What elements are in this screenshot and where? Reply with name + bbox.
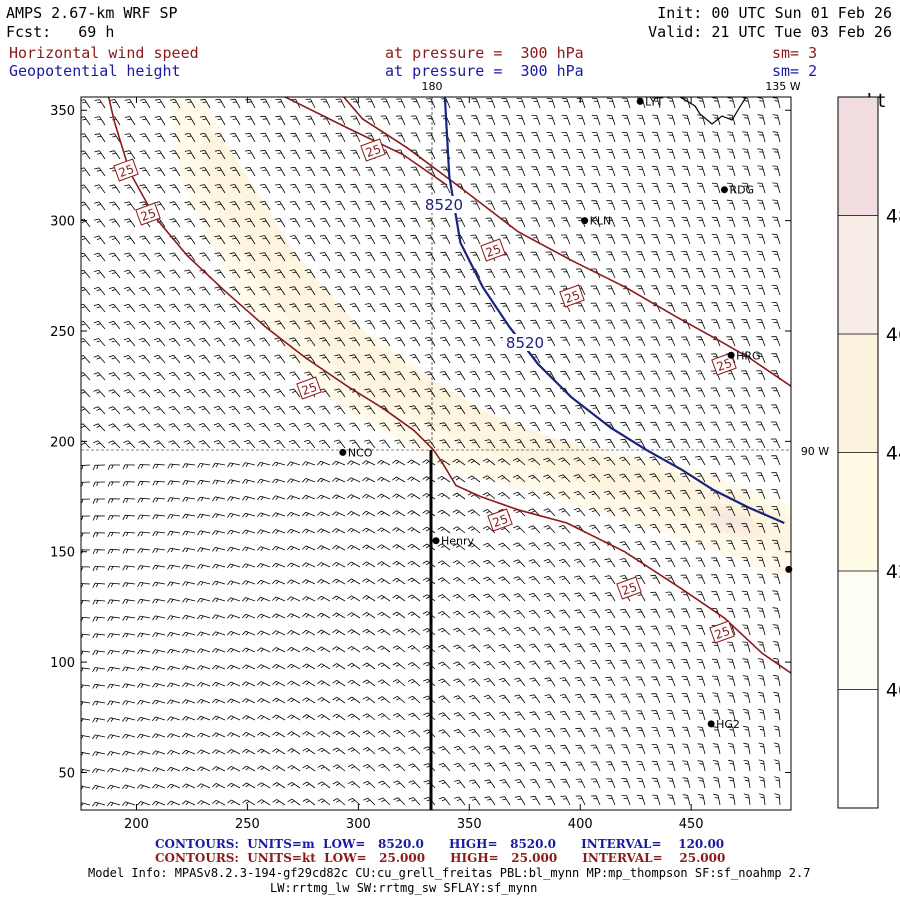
y-tick-label: 350 xyxy=(50,104,75,119)
speed-label: 25 xyxy=(300,380,319,398)
colorbar-label: 44 xyxy=(886,443,900,465)
wind-barb-field xyxy=(81,97,781,807)
colorbar-label: 46 xyxy=(886,324,900,346)
footer-low: LOW= 8520.0 xyxy=(323,837,424,851)
station-dot xyxy=(720,186,728,194)
wind-barbs xyxy=(81,97,781,807)
colorbar-label: 42 xyxy=(886,561,900,583)
model-info-line2: LW:rrtmg_lw SW:rrtmg_sw SFLAY:sf_mynn xyxy=(270,881,538,895)
footer-interval: INTERVAL= 25.000 xyxy=(582,851,726,865)
footer-low: LOW= 25.000 xyxy=(324,851,426,865)
colorbar-band xyxy=(838,452,878,571)
lon-label-180: 180 xyxy=(422,80,443,93)
station-label: LYT xyxy=(645,95,663,108)
wind-speed-shading xyxy=(170,100,791,580)
height-contours xyxy=(443,97,785,525)
speed-label: 25 xyxy=(139,206,158,224)
speed-label: 25 xyxy=(563,288,582,306)
x-tick-label: 300 xyxy=(346,817,371,832)
x-tick-label: 350 xyxy=(457,817,482,832)
y-tick-label: 100 xyxy=(50,656,75,671)
height-label: 8520 xyxy=(506,334,544,352)
speed-label: 25 xyxy=(713,624,732,642)
station-label: KLN xyxy=(590,215,612,228)
init-time: Init: 00 UTC Sun 01 Feb 26 xyxy=(657,4,892,22)
colorbar-label: 40 xyxy=(886,680,900,702)
forecast-hour: Fcst: 69 h xyxy=(6,23,115,41)
station-dot xyxy=(707,720,715,728)
valid-time: Valid: 21 UTC Tue 03 Feb 26 xyxy=(648,23,892,41)
footer-row-height: CONTOURS: UNITS=m LOW= 8520.0 HIGH= 8520… xyxy=(155,837,724,851)
station-dot xyxy=(636,97,644,105)
colorbar: kt 4846444240 xyxy=(837,90,900,809)
height-contour-line xyxy=(443,97,785,525)
y-tick-label: 300 xyxy=(50,215,75,230)
footer-units: UNITS=kt xyxy=(247,851,316,865)
lon-label-90w: 90 W xyxy=(801,445,829,458)
field1-name: Horizontal wind speed xyxy=(9,44,199,62)
colorbar-band xyxy=(838,97,878,216)
x-tick-label: 200 xyxy=(124,817,149,832)
colorbar-band xyxy=(838,571,878,690)
speed-contour-line xyxy=(283,97,448,186)
colorbar-band xyxy=(838,215,878,334)
speed-label: 25 xyxy=(484,242,503,260)
model-title: AMPS 2.67-km WRF SP xyxy=(6,4,178,22)
station-dot xyxy=(432,537,440,545)
footer-interval: INTERVAL= 120.00 xyxy=(581,837,725,851)
speed-contour-line xyxy=(342,97,791,387)
colorbar-band xyxy=(838,689,878,808)
x-tick-label: 400 xyxy=(568,817,593,832)
speed-label: 25 xyxy=(715,356,734,374)
footer-contours-label: CONTOURS: xyxy=(155,851,239,865)
speed-contour-line xyxy=(107,97,791,674)
station-dot xyxy=(727,351,735,359)
station-label: RDG xyxy=(729,184,754,197)
y-tick-label: 50 xyxy=(58,766,75,781)
colorbar-band xyxy=(838,334,878,453)
height-label: 8520 xyxy=(425,196,463,214)
plot-axes: 200 250 300 350 400 450 350 300 250 200 150 100 50 xyxy=(50,97,791,832)
y-tick-label: 250 xyxy=(50,325,75,340)
field2-level: at pressure = 300 hPa xyxy=(385,62,584,80)
x-tick-label: 250 xyxy=(235,817,260,832)
speed-label: 25 xyxy=(364,142,383,160)
colorbar-label: 48 xyxy=(886,206,900,228)
field2-smoothing: sm= 2 xyxy=(772,62,818,80)
station-dot xyxy=(581,217,589,225)
speed-label: 25 xyxy=(117,162,136,180)
footer-units: UNITS=m xyxy=(247,837,315,851)
field1-level: at pressure = 300 hPa xyxy=(385,44,584,62)
x-tick-label: 450 xyxy=(679,817,704,832)
plot-frame xyxy=(80,96,792,811)
footer-high: HIGH= 8520.0 xyxy=(448,837,557,851)
speed-contour-labels: 25 25 25 25 25 25 25 25 25 25 xyxy=(113,138,737,644)
station-label: NCO xyxy=(348,446,373,459)
footer-high: HIGH= 25.000 xyxy=(450,851,558,865)
footer-contours-label: CONTOURS: xyxy=(155,837,239,851)
y-tick-label: 200 xyxy=(50,435,75,450)
coastline xyxy=(679,97,747,125)
station-label: HG2 xyxy=(716,718,740,731)
station-dot xyxy=(339,448,347,456)
y-tick-label: 150 xyxy=(50,546,75,561)
height-contour-labels: 8520 8520 xyxy=(422,196,547,352)
field2-name: Geopotential height xyxy=(9,62,181,80)
speed-label: 25 xyxy=(491,512,510,530)
speed-label: 25 xyxy=(620,580,639,598)
lon-label-135w: 135 W xyxy=(765,80,800,93)
speed-contours xyxy=(107,97,791,674)
station-label: HRG xyxy=(736,349,760,362)
station-label: Henry xyxy=(441,535,475,548)
model-info-line1: Model Info: MPASv8.2.3-194-gf29cd82c CU:… xyxy=(88,866,811,880)
footer-row-speed: CONTOURS: UNITS=kt LOW= 25.000 HIGH= 25.… xyxy=(155,851,725,865)
field1-smoothing: sm= 3 xyxy=(772,44,818,62)
